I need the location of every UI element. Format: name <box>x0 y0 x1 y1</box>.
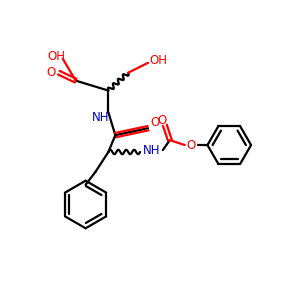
Text: NH: NH <box>92 111 109 124</box>
Text: O: O <box>186 139 195 152</box>
Text: O: O <box>46 66 56 79</box>
Text: OH: OH <box>47 50 65 63</box>
Text: O: O <box>150 116 160 129</box>
Text: OH: OH <box>149 54 167 67</box>
Text: O: O <box>157 114 167 127</box>
Text: NH: NH <box>143 143 161 157</box>
